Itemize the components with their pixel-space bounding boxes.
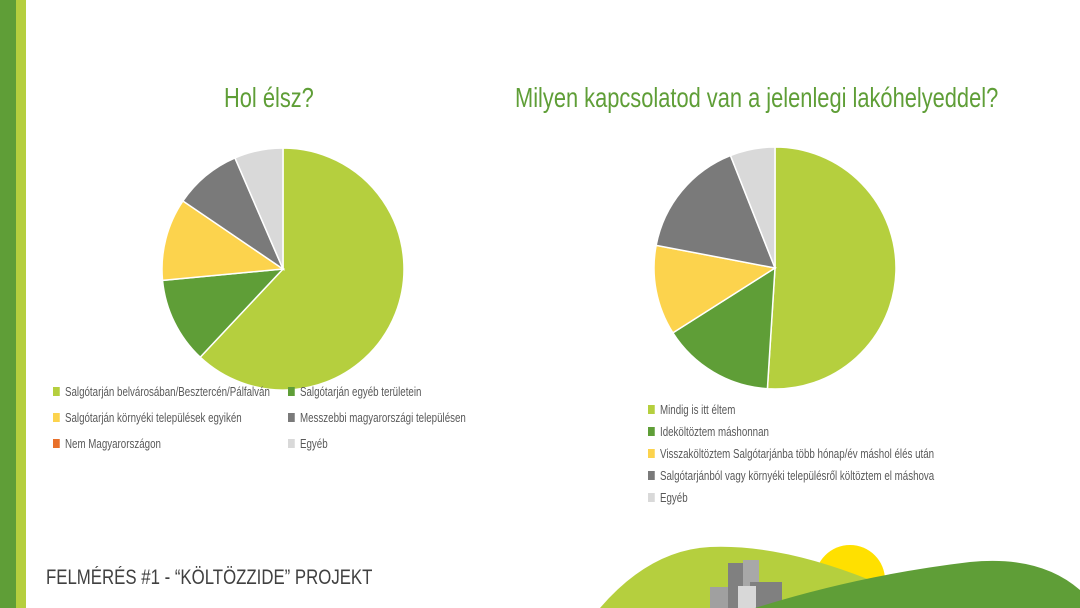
legend-swatch — [288, 439, 295, 448]
pie-chart-hol-elsz — [161, 147, 405, 391]
legend-label: Salgótarján egyéb területein — [300, 384, 422, 399]
pie1-slice-2 — [161, 199, 286, 282]
pie2-slice-3 — [655, 154, 777, 269]
pie-chart-kapcsolat — [653, 146, 897, 390]
legend-item: Egyéb — [648, 490, 688, 505]
pie2-slice-1 — [671, 266, 776, 390]
legend-label: Messzebbi magyarországi településen — [300, 410, 466, 425]
pie1-slice-5 — [233, 147, 284, 270]
legend-item: Salgótarján környéki települések egyikén — [53, 410, 242, 425]
legend-item: Ideköltöztem máshonnan — [648, 424, 769, 439]
pie1-slice-0 — [199, 147, 405, 391]
footer-project-title: FELMÉRÉS #1 - “KÖLTÖZZIDE” PROJEKT — [46, 566, 373, 589]
legend-swatch — [648, 471, 655, 480]
chart2-title: Milyen kapcsolatod van a jelenlegi lakóh… — [515, 82, 999, 113]
legend-swatch — [53, 439, 60, 448]
legend-label: Salgótarján környéki települések egyikén — [65, 410, 242, 425]
legend-label: Salgótarján belvárosában/Besztercén/Pálf… — [65, 384, 270, 399]
landscape-illustration — [600, 545, 1080, 608]
chart1-title: Hol élsz? — [224, 82, 314, 113]
legend-label: Visszaköltöztem Salgótarjánba több hónap… — [660, 446, 935, 461]
legend-item: Salgótarján belvárosában/Besztercén/Pálf… — [53, 384, 270, 399]
legend-item: Messzebbi magyarországi településen — [288, 410, 466, 425]
pie1-slice-1 — [161, 268, 285, 359]
left-accent-bar-dark — [0, 0, 16, 608]
legend-item: Mindig is itt éltem — [648, 402, 735, 417]
legend-swatch — [288, 387, 295, 396]
legend-item: Visszaköltöztem Salgótarjánba több hónap… — [648, 446, 934, 461]
legend-swatch — [648, 449, 655, 458]
legend-swatch — [53, 413, 60, 422]
left-accent-bar-light — [16, 0, 26, 608]
legend-item: Salgótarjánból vagy környéki településrő… — [648, 468, 934, 483]
legend-item: Egyéb — [288, 436, 328, 451]
legend-item: Nem Magyarországon — [53, 436, 161, 451]
legend-label: Nem Magyarországon — [65, 436, 161, 451]
building — [738, 586, 756, 608]
legend-swatch — [53, 387, 60, 396]
legend-swatch — [648, 405, 655, 414]
legend-label: Egyéb — [660, 490, 688, 505]
legend-swatch — [648, 493, 655, 502]
legend-label: Mindig is itt éltem — [660, 402, 736, 417]
legend-label: Ideköltöztem máshonnan — [660, 424, 769, 439]
legend-label: Salgótarjánból vagy környéki településrő… — [660, 468, 935, 483]
dark-green-hill — [755, 560, 1080, 608]
legend-swatch — [648, 427, 655, 436]
pie2-slice-4 — [729, 146, 776, 269]
pie2-slice-2 — [653, 244, 778, 334]
legend-item: Salgótarján egyéb területein — [288, 384, 421, 399]
building — [710, 587, 728, 608]
legend-label: Egyéb — [300, 436, 328, 451]
pie2-slice-0 — [766, 146, 897, 390]
legend-swatch — [288, 413, 295, 422]
